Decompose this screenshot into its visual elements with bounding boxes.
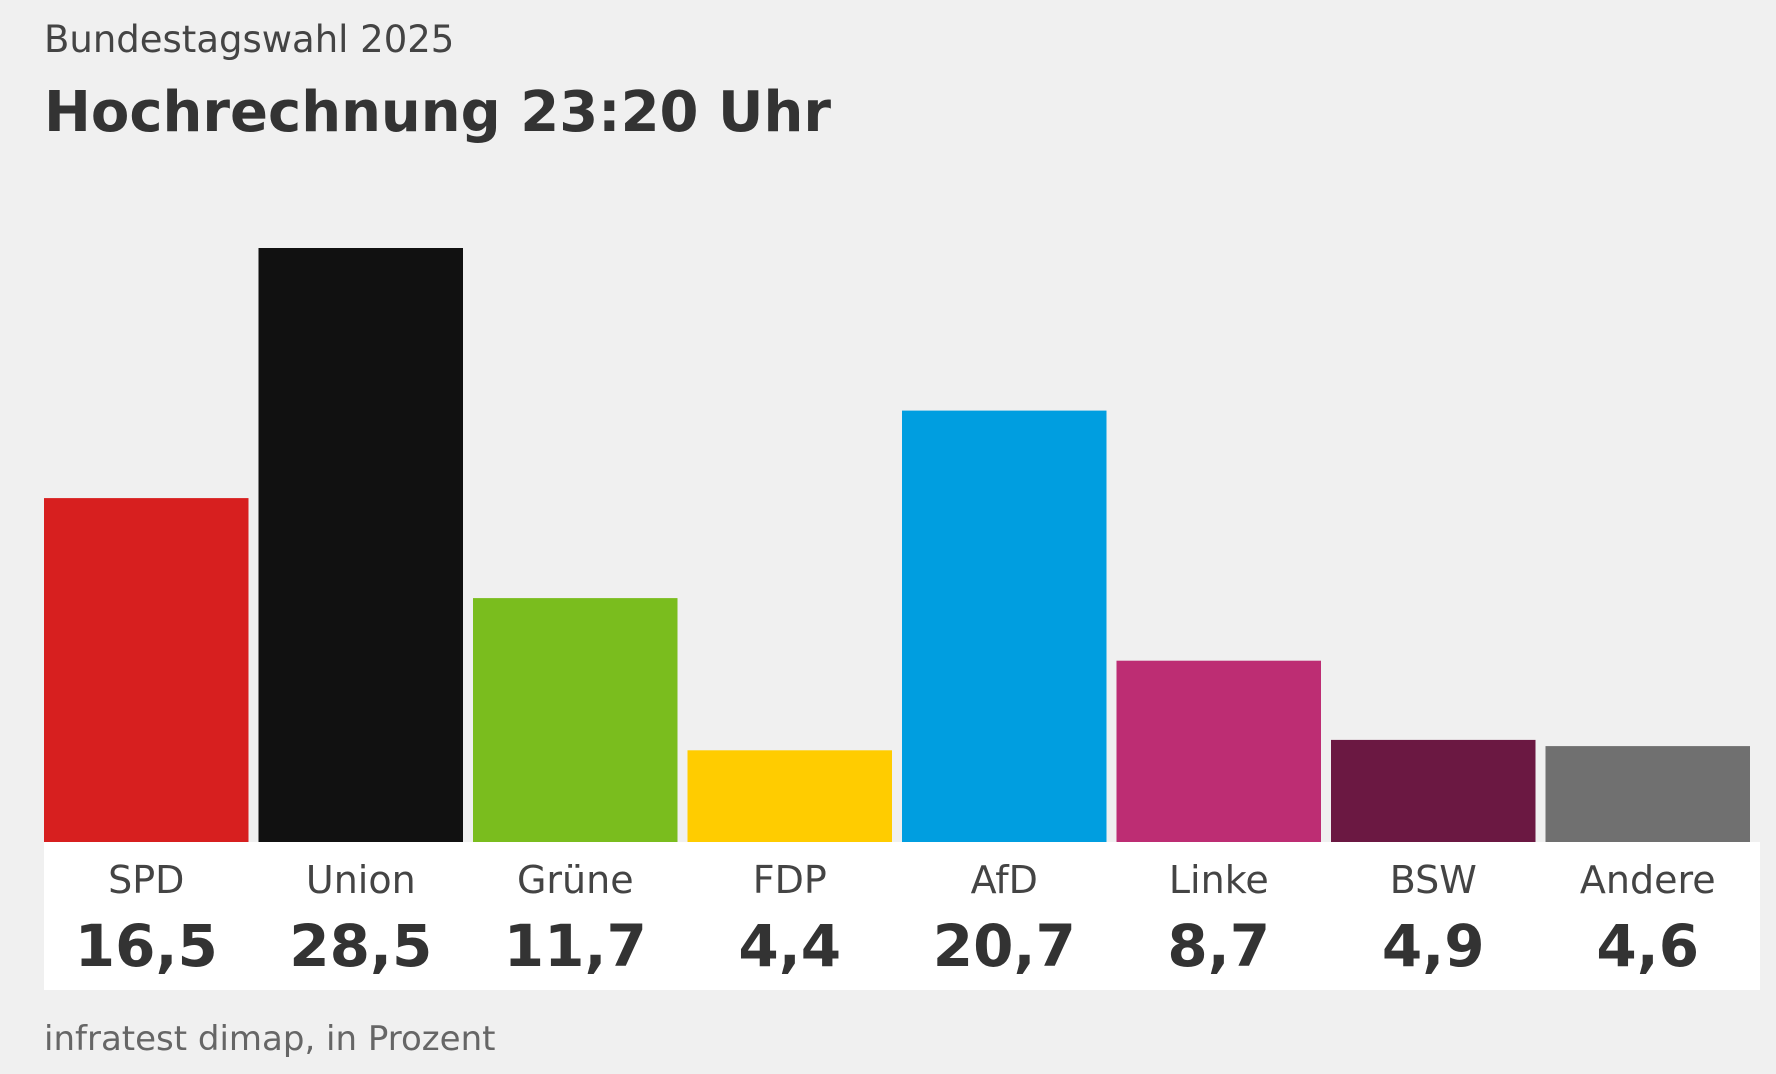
bar-linke bbox=[1116, 660, 1321, 842]
source-note: infratest dimap, in Prozent bbox=[44, 1019, 496, 1059]
bar-andere bbox=[1545, 746, 1750, 842]
chart-title: Hochrechnung 23:20 Uhr bbox=[44, 80, 831, 145]
chart-subtitle: Bundestagswahl 2025 bbox=[44, 18, 455, 61]
bar-fdp bbox=[687, 750, 892, 842]
bar-spd bbox=[44, 498, 249, 842]
bar-afd bbox=[902, 410, 1107, 842]
value-label-spd: 16,5 bbox=[75, 912, 218, 980]
category-label-union: Union bbox=[306, 858, 416, 902]
bars-group bbox=[44, 248, 1750, 842]
value-labels-group: 16,5 28,5 11,7 4,4 20,7 8,7 4,9 4,6 bbox=[75, 912, 1699, 980]
category-labels-group: SPD Union Grüne FDP AfD Linke BSW Andere bbox=[108, 858, 1716, 902]
value-label-afd: 20,7 bbox=[933, 912, 1076, 980]
value-label-andere: 4,6 bbox=[1596, 912, 1699, 980]
category-label-gruene: Grüne bbox=[517, 858, 634, 902]
value-label-union: 28,5 bbox=[289, 912, 432, 980]
value-label-fdp: 4,4 bbox=[738, 912, 841, 980]
bar-gruene bbox=[473, 598, 678, 842]
category-label-spd: SPD bbox=[108, 858, 184, 902]
category-label-andere: Andere bbox=[1580, 858, 1716, 902]
value-label-gruene: 11,7 bbox=[504, 912, 647, 980]
value-label-bsw: 4,9 bbox=[1382, 912, 1485, 980]
bar-union bbox=[258, 248, 463, 842]
label-panel bbox=[44, 842, 1760, 990]
category-label-bsw: BSW bbox=[1390, 858, 1477, 902]
bar-bsw bbox=[1331, 739, 1536, 842]
category-label-linke: Linke bbox=[1169, 858, 1269, 902]
value-label-linke: 8,7 bbox=[1167, 912, 1270, 980]
category-label-afd: AfD bbox=[971, 858, 1038, 902]
category-label-fdp: FDP bbox=[753, 858, 827, 902]
